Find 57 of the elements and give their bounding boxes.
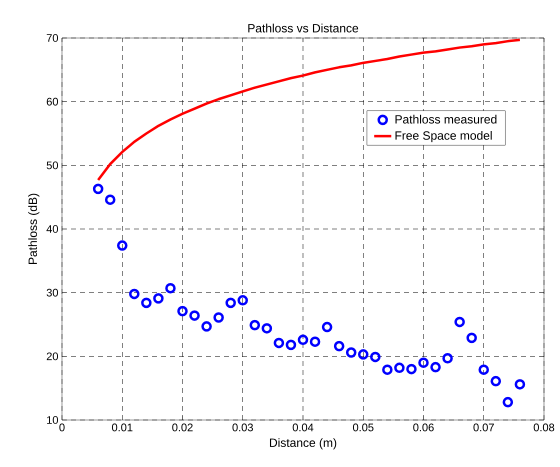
point <box>141 298 152 308</box>
x-tick-label: 0.05 <box>352 424 374 432</box>
point <box>370 352 381 362</box>
chart-title: Pathloss vs Distance <box>248 24 358 32</box>
y-tick-label: 50 <box>46 161 58 170</box>
point <box>466 332 477 344</box>
point <box>262 323 272 334</box>
point <box>514 379 526 390</box>
legend-label: Free Space model <box>396 130 492 142</box>
point <box>346 347 356 358</box>
point <box>298 334 308 346</box>
point <box>322 322 332 332</box>
x-tick-label: 0.01 <box>112 424 132 432</box>
x-tick-label: 0.04 <box>292 424 314 432</box>
point <box>502 396 514 408</box>
x-tick-label: 0 <box>59 424 65 432</box>
point <box>237 295 248 306</box>
point <box>92 184 104 194</box>
point <box>310 336 320 347</box>
point <box>490 376 502 386</box>
legend-label: Pathloss measured <box>396 114 496 124</box>
x-tick-label: 0.07 <box>473 424 494 432</box>
point <box>274 338 284 348</box>
y-tick-label: 70 <box>46 34 58 42</box>
point <box>418 357 429 368</box>
point <box>213 312 224 323</box>
point <box>129 288 140 300</box>
y-tick-label: 10 <box>47 416 58 424</box>
point <box>177 306 188 316</box>
point <box>153 293 164 304</box>
x-tick-label: 0.06 <box>413 424 434 432</box>
y-tick-label: 30 <box>46 288 58 297</box>
y-tick-label: 60 <box>46 98 58 106</box>
point <box>225 298 236 308</box>
point <box>406 364 417 374</box>
point <box>201 321 212 332</box>
point <box>382 364 393 375</box>
y-tick-label: 40 <box>46 225 58 233</box>
x-tick-label: 0.03 <box>232 424 253 432</box>
point <box>286 340 296 350</box>
point <box>358 349 368 360</box>
point <box>117 240 128 251</box>
x-tick-label: 0.02 <box>172 424 193 432</box>
point <box>442 352 453 364</box>
point <box>165 282 176 294</box>
point <box>250 320 260 330</box>
point <box>334 340 344 352</box>
point <box>430 362 441 372</box>
point <box>104 194 116 205</box>
point <box>478 364 489 375</box>
x-axis-title: Distance (m) <box>270 438 336 450</box>
y-axis-title: Pathloss (dB) <box>28 194 40 264</box>
point <box>394 362 405 374</box>
x-tick-label: 0.08 <box>534 424 554 432</box>
point <box>189 310 200 321</box>
point <box>454 316 465 328</box>
y-tick-label: 20 <box>46 352 58 360</box>
